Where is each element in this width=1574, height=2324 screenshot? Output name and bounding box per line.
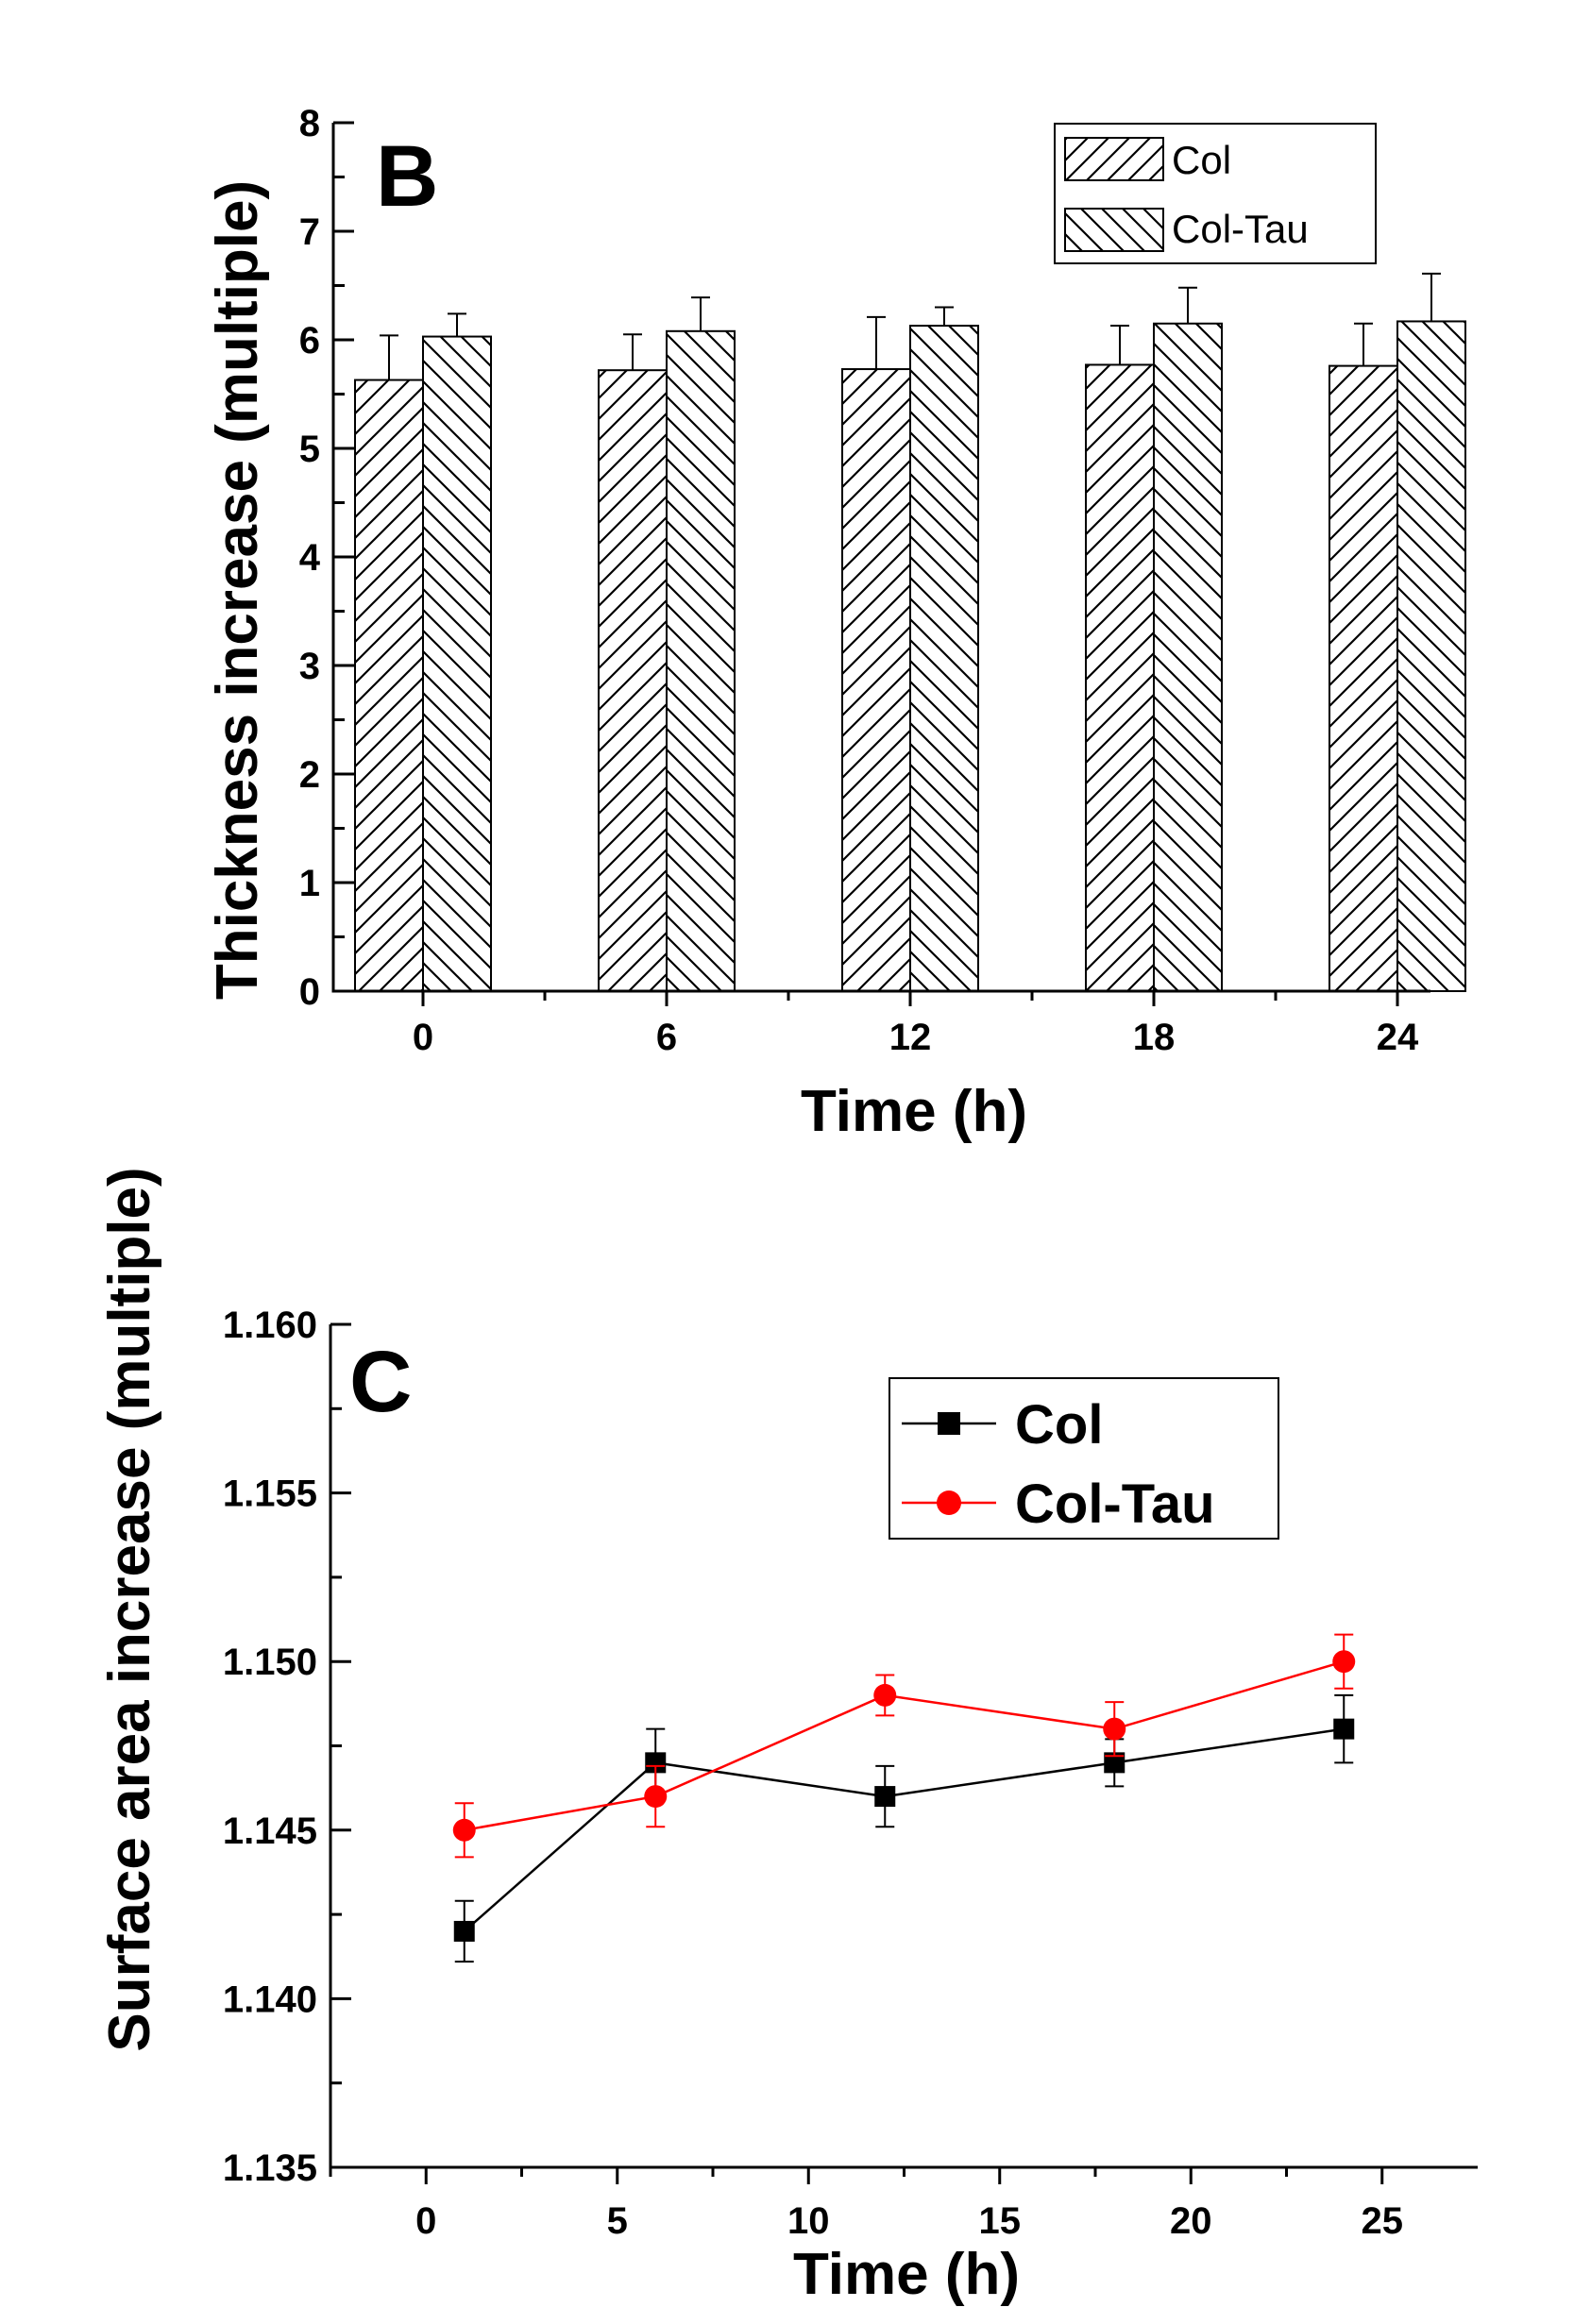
marker-col-tau-18	[1103, 1717, 1126, 1741]
bar-col-6	[598, 369, 668, 992]
b-y-tick-label: 5	[299, 429, 320, 470]
b-y-axis-title: Thickness increase (multiple)	[205, 180, 270, 1000]
b-x-tick-label: 0	[413, 1017, 433, 1058]
b-y-tick-label: 3	[299, 646, 320, 687]
b-y-tick-label: 1	[299, 863, 320, 904]
c-x-tick-label: 15	[979, 2200, 1022, 2242]
bar-col-tau-6	[666, 329, 736, 992]
b-y-tick-labels: 0 1 2 3 4 5 6 7 8	[299, 103, 321, 1013]
c-y-tick-label: 1.140	[223, 1979, 317, 2020]
marker-col-12	[874, 1786, 896, 1808]
b-x-axis-title: Time (h)	[801, 1079, 1027, 1144]
bar-col-tau-24	[1396, 320, 1466, 992]
marker-col-tau-1	[452, 1818, 476, 1842]
marker-col-6	[645, 1752, 667, 1774]
c-y-tick-labels: 1.135 1.140 1.145 1.150 1.155 1.160	[223, 1305, 317, 2189]
marker-col-1	[453, 1920, 475, 1942]
c-legend-marker-col	[938, 1412, 960, 1435]
b-legend-swatch-col	[1064, 137, 1164, 181]
b-y-tick-label: 4	[299, 537, 321, 579]
b-x-tick-label: 18	[1133, 1017, 1176, 1058]
panel-label-c: C	[349, 1334, 412, 1430]
bar-col-0	[354, 379, 424, 992]
b-x-tick-labels: 0 6 12 18 24	[413, 1017, 1419, 1058]
c-series	[452, 1633, 1356, 1963]
c-y-tick-label: 1.160	[223, 1305, 317, 1346]
b-legend-label-col-tau: Col-Tau	[1172, 207, 1309, 251]
b-y-tick-label: 0	[299, 971, 320, 1013]
series-line-col-tau	[464, 1660, 1345, 1832]
c-legend: Col Col-Tau	[889, 1377, 1279, 1540]
b-y-tick-label: 8	[299, 103, 320, 144]
c-y-tick-label: 1.155	[223, 1474, 317, 1515]
c-x-tick-label: 5	[607, 2200, 628, 2242]
b-legend-label-col: Col	[1172, 138, 1231, 182]
series-line-col	[463, 1727, 1345, 1932]
c-y-tick-label: 1.150	[223, 1642, 317, 1683]
c-x-tick-label: 25	[1362, 2200, 1404, 2242]
panel-c-line-chart: 1.135 1.140 1.145 1.150 1.155 1.160 0 5 10 15 20 2…	[97, 1167, 1478, 2307]
b-x-tick-label: 24	[1377, 1017, 1419, 1058]
c-x-tick-label: 10	[787, 2200, 830, 2242]
marker-col-tau-24	[1332, 1650, 1356, 1674]
c-legend-label-col-tau: Col-Tau	[1015, 1474, 1215, 1535]
b-y-tick-label: 6	[299, 320, 320, 362]
panel-label-b: B	[376, 128, 438, 225]
c-x-tick-labels: 0 5 10 15 20 25	[415, 2200, 1403, 2242]
marker-col-tau-12	[873, 1683, 897, 1707]
c-x-tick-label: 0	[415, 2200, 436, 2242]
c-legend-label-col: Col	[1015, 1394, 1103, 1456]
c-axes	[329, 1322, 1478, 2184]
b-x-tick-label: 12	[889, 1017, 932, 1058]
bar-col-tau-0	[422, 335, 492, 992]
bar-col-12	[841, 368, 911, 992]
b-legend-swatch-col-tau	[1064, 208, 1164, 252]
bar-col-18	[1085, 363, 1155, 992]
bar-col-24	[1329, 364, 1398, 993]
c-x-axis-title: Time (h)	[793, 2242, 1020, 2307]
bar-col-tau-12	[909, 325, 979, 992]
c-x-tick-label: 20	[1170, 2200, 1212, 2242]
bar-col-tau-18	[1153, 322, 1223, 992]
marker-col-tau-6	[644, 1785, 668, 1809]
c-y-tick-label: 1.135	[223, 2147, 317, 2189]
c-legend-marker-col-tau	[937, 1490, 961, 1515]
c-y-axis-title: Surface area increase (multiple)	[97, 1167, 162, 2051]
c-y-tick-label: 1.145	[223, 1810, 317, 1852]
b-axes	[331, 121, 1430, 1006]
b-bars	[354, 272, 1466, 993]
b-x-tick-label: 6	[656, 1017, 677, 1058]
b-legend: Col Col-Tau	[1054, 123, 1377, 264]
b-y-tick-label: 2	[299, 754, 320, 796]
marker-col-24	[1333, 1718, 1355, 1740]
b-y-tick-label: 7	[299, 211, 320, 253]
marker-col-18	[1104, 1752, 1125, 1774]
